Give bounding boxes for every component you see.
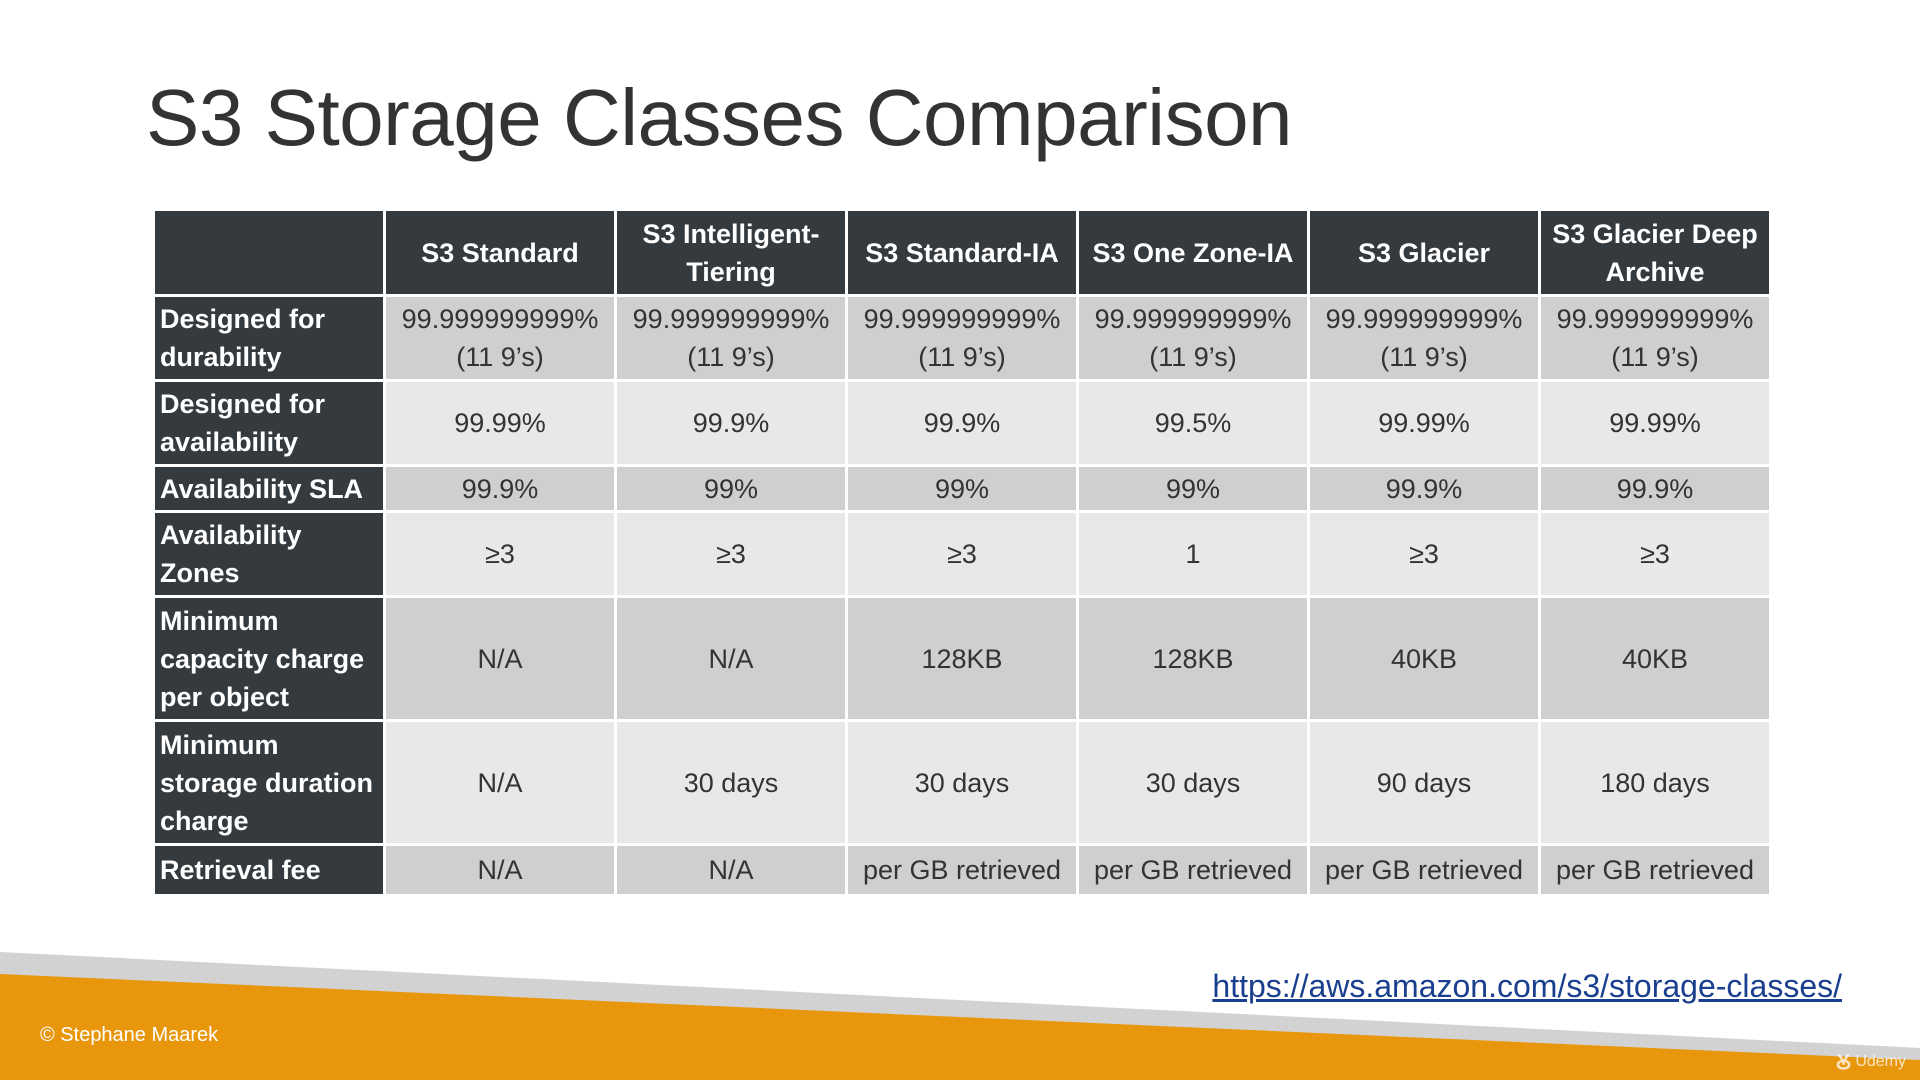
table-cell: 40KB <box>1310 598 1538 719</box>
row-header-availability: Designed for availability <box>155 382 383 464</box>
table-cell: 90 days <box>1310 722 1538 843</box>
table-cell: 99.9% <box>386 467 614 510</box>
table-cell: 128KB <box>1079 598 1307 719</box>
row-header-availability-sla: Availability SLA <box>155 467 383 510</box>
table-cell: 30 days <box>848 722 1076 843</box>
column-header-s3-standard: S3 Standard <box>386 211 614 294</box>
table-cell: 99% <box>617 467 845 510</box>
storage-classes-table: S3 Standard S3 Intelligent-Tiering S3 St… <box>152 208 1772 897</box>
storage-classes-link[interactable]: https://aws.amazon.com/s3/storage-classe… <box>1212 968 1842 1004</box>
table-cell: per GB retrieved <box>1310 846 1538 894</box>
page-title: S3 Storage Classes Comparison <box>146 73 1293 162</box>
table-cell: 40KB <box>1541 598 1769 719</box>
table-cell: 99.999999999% (11 9’s) <box>1079 297 1307 379</box>
table-cell: ≥3 <box>1541 513 1769 595</box>
table-cell: 99.99% <box>386 382 614 464</box>
table-cell: N/A <box>386 846 614 894</box>
table-cell: 30 days <box>1079 722 1307 843</box>
table-row-minimum-capacity-charge: Minimum capacity charge per object N/A N… <box>155 598 1769 719</box>
row-header-durability: Designed for durability <box>155 297 383 379</box>
row-header-retrieval-fee: Retrieval fee <box>155 846 383 894</box>
column-header-s3-glacier-deep-archive: S3 Glacier Deep Archive <box>1541 211 1769 294</box>
row-header-minimum-capacity-charge: Minimum capacity charge per object <box>155 598 383 719</box>
column-header-s3-one-zone-ia: S3 One Zone-IA <box>1079 211 1307 294</box>
table-cell: 99.999999999% (11 9’s) <box>386 297 614 379</box>
table-row-retrieval-fee: Retrieval fee N/A N/A per GB retrieved p… <box>155 846 1769 894</box>
table-cell: ≥3 <box>848 513 1076 595</box>
table-cell: 99.9% <box>1541 467 1769 510</box>
table-row-availability: Designed for availability 99.99% 99.9% 9… <box>155 382 1769 464</box>
table-row-minimum-storage-duration: Minimum storage duration charge N/A 30 d… <box>155 722 1769 843</box>
table-cell: per GB retrieved <box>1079 846 1307 894</box>
table-cell: N/A <box>386 598 614 719</box>
table-cell: 1 <box>1079 513 1307 595</box>
table-cell: 99% <box>848 467 1076 510</box>
udemy-watermark: Ꙋ Udemy <box>1836 1048 1906 1075</box>
table-row-availability-zones: Availability Zones ≥3 ≥3 ≥3 1 ≥3 ≥3 <box>155 513 1769 595</box>
table-cell: per GB retrieved <box>1541 846 1769 894</box>
udemy-logo-icon: Ꙋ <box>1835 1052 1852 1074</box>
table-cell: 99.9% <box>1310 467 1538 510</box>
table-cell: ≥3 <box>617 513 845 595</box>
table-cell: 99% <box>1079 467 1307 510</box>
table-cell: 99.99% <box>1541 382 1769 464</box>
table-cell: 99.999999999% (11 9’s) <box>1541 297 1769 379</box>
row-header-minimum-storage-duration: Minimum storage duration charge <box>155 722 383 843</box>
table-cell: N/A <box>617 598 845 719</box>
table-cell: 128KB <box>848 598 1076 719</box>
table-cell: N/A <box>386 722 614 843</box>
table-row-durability: Designed for durability 99.999999999% (1… <box>155 297 1769 379</box>
table-cell: 99.99% <box>1310 382 1538 464</box>
table-cell: 99.999999999% (11 9’s) <box>1310 297 1538 379</box>
table-corner-cell <box>155 211 383 294</box>
table-cell: 99.999999999% (11 9’s) <box>848 297 1076 379</box>
table-cell: 99.5% <box>1079 382 1307 464</box>
column-header-s3-glacier: S3 Glacier <box>1310 211 1538 294</box>
table-cell: per GB retrieved <box>848 846 1076 894</box>
udemy-watermark-text: Udemy <box>1855 1052 1906 1070</box>
table-cell: ≥3 <box>1310 513 1538 595</box>
table-header-row: S3 Standard S3 Intelligent-Tiering S3 St… <box>155 211 1769 294</box>
table-cell: ≥3 <box>386 513 614 595</box>
copyright-text: © Stephane Maarek <box>40 1024 219 1046</box>
row-header-availability-zones: Availability Zones <box>155 513 383 595</box>
table-cell: 99.9% <box>617 382 845 464</box>
column-header-s3-intelligent-tiering: S3 Intelligent-Tiering <box>617 211 845 294</box>
table-cell: 99.9% <box>848 382 1076 464</box>
table-cell: 99.999999999% (11 9’s) <box>617 297 845 379</box>
table-row-availability-sla: Availability SLA 99.9% 99% 99% 99% 99.9%… <box>155 467 1769 510</box>
table-cell: 30 days <box>617 722 845 843</box>
column-header-s3-standard-ia: S3 Standard-IA <box>848 211 1076 294</box>
table-cell: 180 days <box>1541 722 1769 843</box>
table-cell: N/A <box>617 846 845 894</box>
